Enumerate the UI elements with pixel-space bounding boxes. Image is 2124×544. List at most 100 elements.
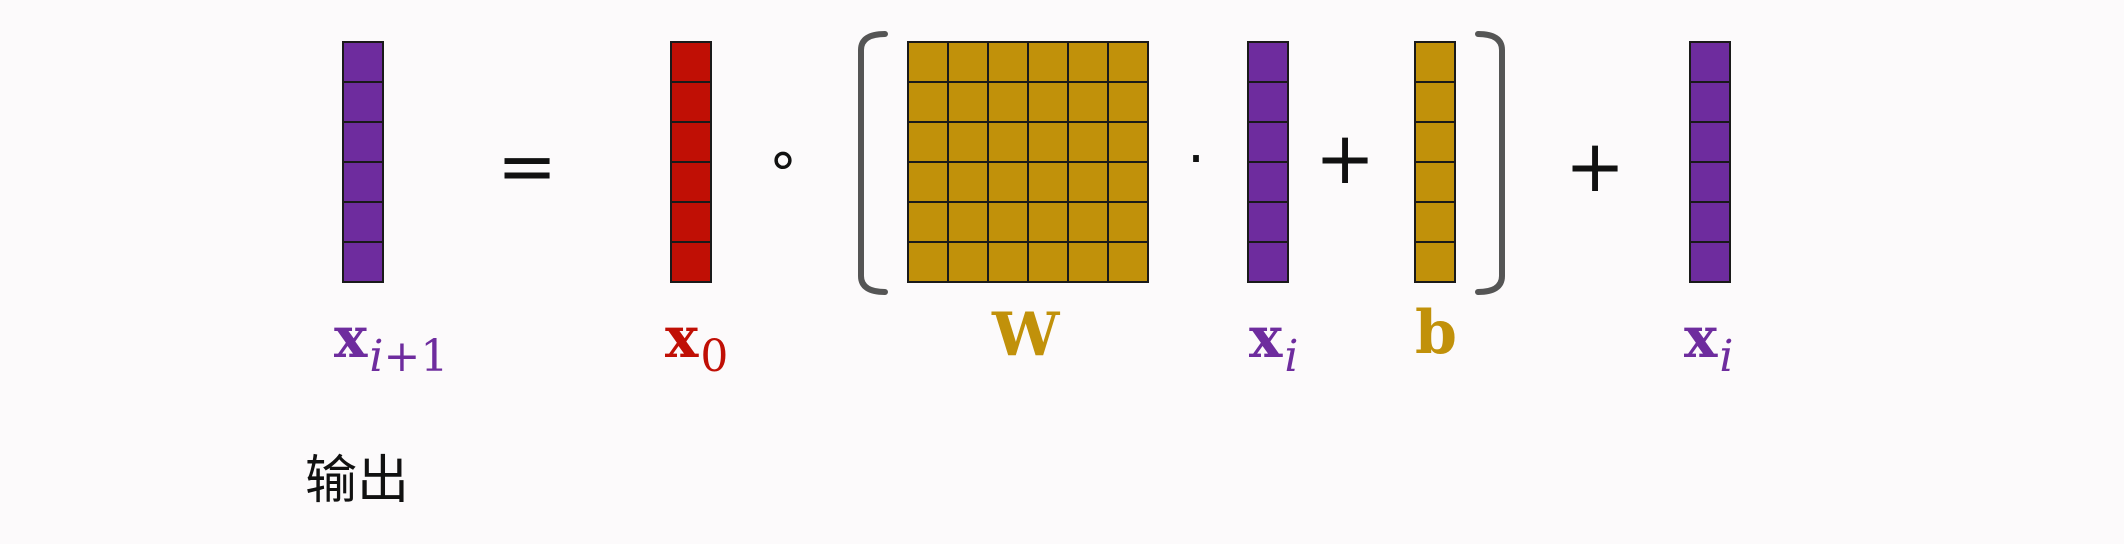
- matrix-cell: [1247, 121, 1289, 163]
- matrix-cell: [1414, 201, 1456, 243]
- matrix-cell: [342, 81, 384, 123]
- matrix-cell: [1689, 241, 1731, 283]
- matrix-cell: [1689, 121, 1731, 163]
- matrix-cell: [907, 41, 949, 83]
- matrix-cell: [1067, 241, 1109, 283]
- matrix-cell: [1247, 161, 1289, 203]
- matrix-cell: [907, 121, 949, 163]
- label-x0: x0: [665, 310, 728, 379]
- matrix-cell: [1067, 201, 1109, 243]
- label-xi-inner-sub: i: [1284, 331, 1298, 382]
- matrix-cell: [947, 161, 989, 203]
- label-x-next-sub-rest: +1: [383, 331, 449, 382]
- equals-sign: =: [496, 124, 558, 208]
- matrix-cell: [1247, 241, 1289, 283]
- matrix-cell: [1067, 41, 1109, 83]
- label-xi-inner: xi: [1249, 310, 1298, 379]
- matrix-cell: [1067, 161, 1109, 203]
- matrix-cell: [987, 41, 1029, 83]
- matrix-cell: [1107, 81, 1149, 123]
- matrix-cell: [1414, 241, 1456, 283]
- matrix-cell: [1247, 81, 1289, 123]
- label-x-next-sub-var: i: [369, 331, 384, 382]
- label-x-next-base: x: [334, 305, 368, 371]
- label-xi-outer-base: x: [1684, 305, 1718, 371]
- matrix-cell: [947, 241, 989, 283]
- matrix-cell: [342, 201, 384, 243]
- hadamard-product-sign: ∘: [765, 127, 801, 192]
- label-x0-base: x: [665, 305, 699, 371]
- matrix-cell: [1027, 161, 1069, 203]
- matrix-cell: [1414, 161, 1456, 203]
- matrix-cell: [987, 121, 1029, 163]
- matrix-b: [1414, 41, 1456, 283]
- left-bracket: [858, 31, 888, 295]
- matrix-cell: [670, 41, 712, 83]
- matrix-cell: [1414, 121, 1456, 163]
- matrix-cell: [987, 241, 1029, 283]
- matrix-cell: [1689, 41, 1731, 83]
- matrix-cell: [947, 121, 989, 163]
- matrix-cell: [670, 201, 712, 243]
- matrix-cell: [987, 201, 1029, 243]
- label-xi-inner-base: x: [1249, 305, 1283, 371]
- matrix-cell: [342, 121, 384, 163]
- label-b-base: b: [1415, 298, 1457, 368]
- matrix-cell: [1027, 81, 1069, 123]
- dot-product-sign: ·: [1187, 127, 1205, 192]
- matrix-cell: [1689, 161, 1731, 203]
- matrix-cell: [1067, 121, 1109, 163]
- matrix-cell: [1689, 81, 1731, 123]
- matrix-cell: [1027, 121, 1069, 163]
- matrix-cell: [1067, 81, 1109, 123]
- label-W-base: W: [992, 300, 1060, 370]
- matrix-cell: [1107, 41, 1149, 83]
- matrix-xi-inner: [1247, 41, 1289, 283]
- matrix-cell: [907, 161, 949, 203]
- matrix-cell: [1107, 121, 1149, 163]
- matrix-cell: [342, 41, 384, 83]
- matrix-cell: [1027, 41, 1069, 83]
- matrix-cell: [670, 161, 712, 203]
- label-x0-sub: 0: [700, 331, 729, 382]
- matrix-x0: [670, 41, 712, 283]
- matrix-cell: [947, 41, 989, 83]
- matrix-cell: [947, 81, 989, 123]
- matrix-cell: [1027, 201, 1069, 243]
- matrix-W: [907, 41, 1149, 283]
- matrix-cell: [907, 241, 949, 283]
- right-bracket: [1475, 31, 1505, 295]
- label-xi-outer: xi: [1684, 310, 1733, 379]
- matrix-cell: [670, 241, 712, 283]
- label-x-next: xi+1: [334, 310, 448, 379]
- label-xi-outer-sub: i: [1719, 331, 1733, 382]
- label-xi-inner-sub-var: i: [1284, 331, 1299, 382]
- matrix-cell: [1247, 41, 1289, 83]
- matrix-cell: [1107, 241, 1149, 283]
- matrix-cell: [1414, 81, 1456, 123]
- label-x-next-sub: i+1: [369, 331, 448, 382]
- matrix-cell: [1027, 241, 1069, 283]
- label-xi-outer-sub-var: i: [1719, 331, 1734, 382]
- label-W: W: [992, 305, 1059, 365]
- matrix-cell: [947, 201, 989, 243]
- matrix-cell: [907, 201, 949, 243]
- matrix-cell: [670, 81, 712, 123]
- inner-plus-sign: +: [1314, 116, 1376, 200]
- matrix-cell: [907, 81, 949, 123]
- matrix-cell: [342, 161, 384, 203]
- matrix-cell: [1247, 201, 1289, 243]
- outer-plus-sign: +: [1564, 124, 1626, 208]
- output-caption: 输出: [305, 451, 410, 511]
- matrix-x-next: [342, 41, 384, 283]
- matrix-cell: [342, 241, 384, 283]
- label-b: b: [1415, 303, 1457, 363]
- matrix-xi-outer: [1689, 41, 1731, 283]
- matrix-cell: [1107, 201, 1149, 243]
- matrix-cell: [1414, 41, 1456, 83]
- matrix-cell: [1107, 161, 1149, 203]
- matrix-cell: [1689, 201, 1731, 243]
- matrix-cell: [670, 121, 712, 163]
